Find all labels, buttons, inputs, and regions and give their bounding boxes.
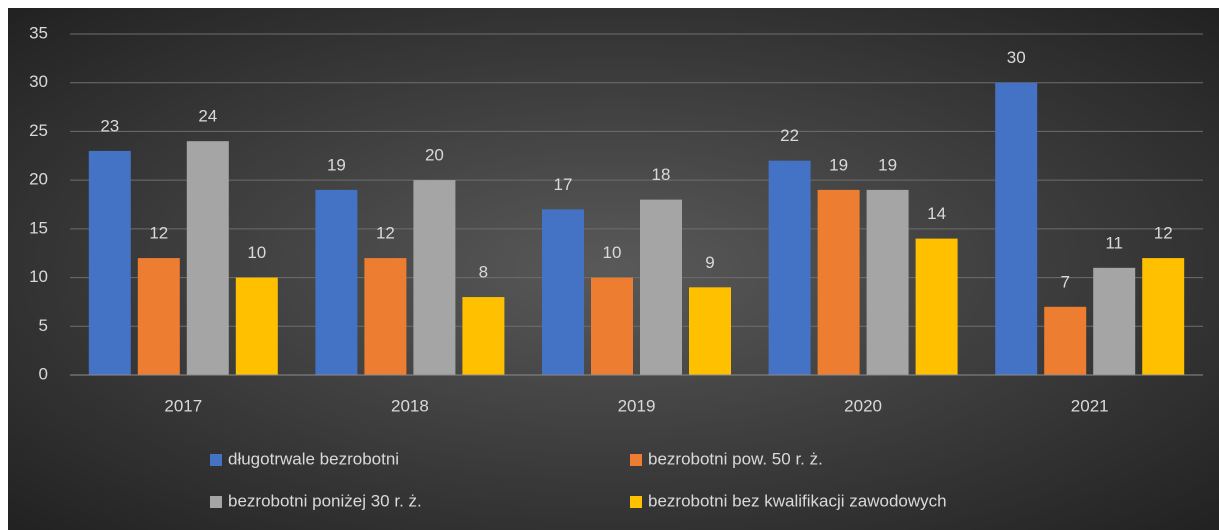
y-tick-label: 5 [39, 316, 48, 335]
bar [462, 297, 505, 375]
bar [542, 209, 584, 375]
x-tick-label: 2018 [391, 396, 429, 415]
data-label: 19 [829, 155, 848, 174]
data-label: 10 [247, 243, 266, 262]
bar [689, 287, 731, 375]
bar [915, 238, 958, 375]
bar [137, 258, 180, 375]
data-label: 10 [603, 243, 622, 262]
bar [591, 277, 633, 375]
data-label: 20 [425, 146, 444, 165]
data-label: 24 [198, 107, 217, 126]
x-tick-label: 2020 [844, 396, 882, 415]
data-label: 22 [780, 126, 799, 145]
legend-swatch [630, 454, 642, 466]
bar [866, 189, 909, 375]
y-tick-label: 30 [29, 72, 48, 91]
data-label: 9 [705, 253, 714, 272]
data-label: 8 [479, 263, 488, 282]
data-label: 23 [100, 116, 119, 135]
bar [235, 277, 278, 375]
x-tick-label: 2019 [618, 396, 656, 415]
data-label: 12 [1154, 224, 1173, 243]
data-label: 7 [1060, 272, 1069, 291]
bar [1044, 306, 1087, 375]
data-label: 30 [1007, 48, 1026, 67]
data-label: 11 [1105, 233, 1123, 252]
bar [1093, 267, 1136, 375]
bar [186, 141, 229, 375]
data-label: 19 [878, 155, 897, 174]
data-label: 17 [554, 175, 573, 194]
bar [315, 189, 358, 375]
legend-swatch [210, 496, 222, 508]
y-tick-label: 15 [29, 218, 48, 237]
y-tick-label: 25 [29, 121, 48, 140]
data-label: 12 [149, 224, 168, 243]
bar [88, 150, 131, 375]
bar [768, 160, 811, 375]
data-label: 19 [327, 155, 346, 174]
bar [640, 199, 682, 375]
x-tick-label: 2017 [164, 396, 202, 415]
y-tick-label: 20 [29, 170, 48, 189]
legend-label: długotrwale bezrobotni [228, 449, 399, 468]
legend-label: bezrobotni poniżej 30 r. ż. [228, 491, 422, 510]
y-tick-label: 0 [39, 364, 48, 383]
y-tick-label: 35 [29, 23, 48, 42]
y-tick-label: 10 [29, 267, 48, 286]
bar [364, 258, 407, 375]
bar [995, 82, 1038, 375]
legend-swatch [210, 454, 222, 466]
legend-swatch [630, 496, 642, 508]
data-label: 14 [927, 204, 946, 223]
data-label: 18 [652, 165, 671, 184]
bar [817, 189, 860, 375]
bar [413, 180, 456, 375]
data-label: 12 [376, 224, 395, 243]
bar [1142, 258, 1185, 375]
x-tick-label: 2021 [1071, 396, 1109, 415]
legend-label: bezrobotni bez kwalifikacji zawodowych [648, 491, 947, 510]
legend-label: bezrobotni pow. 50 r. ż. [648, 449, 823, 468]
